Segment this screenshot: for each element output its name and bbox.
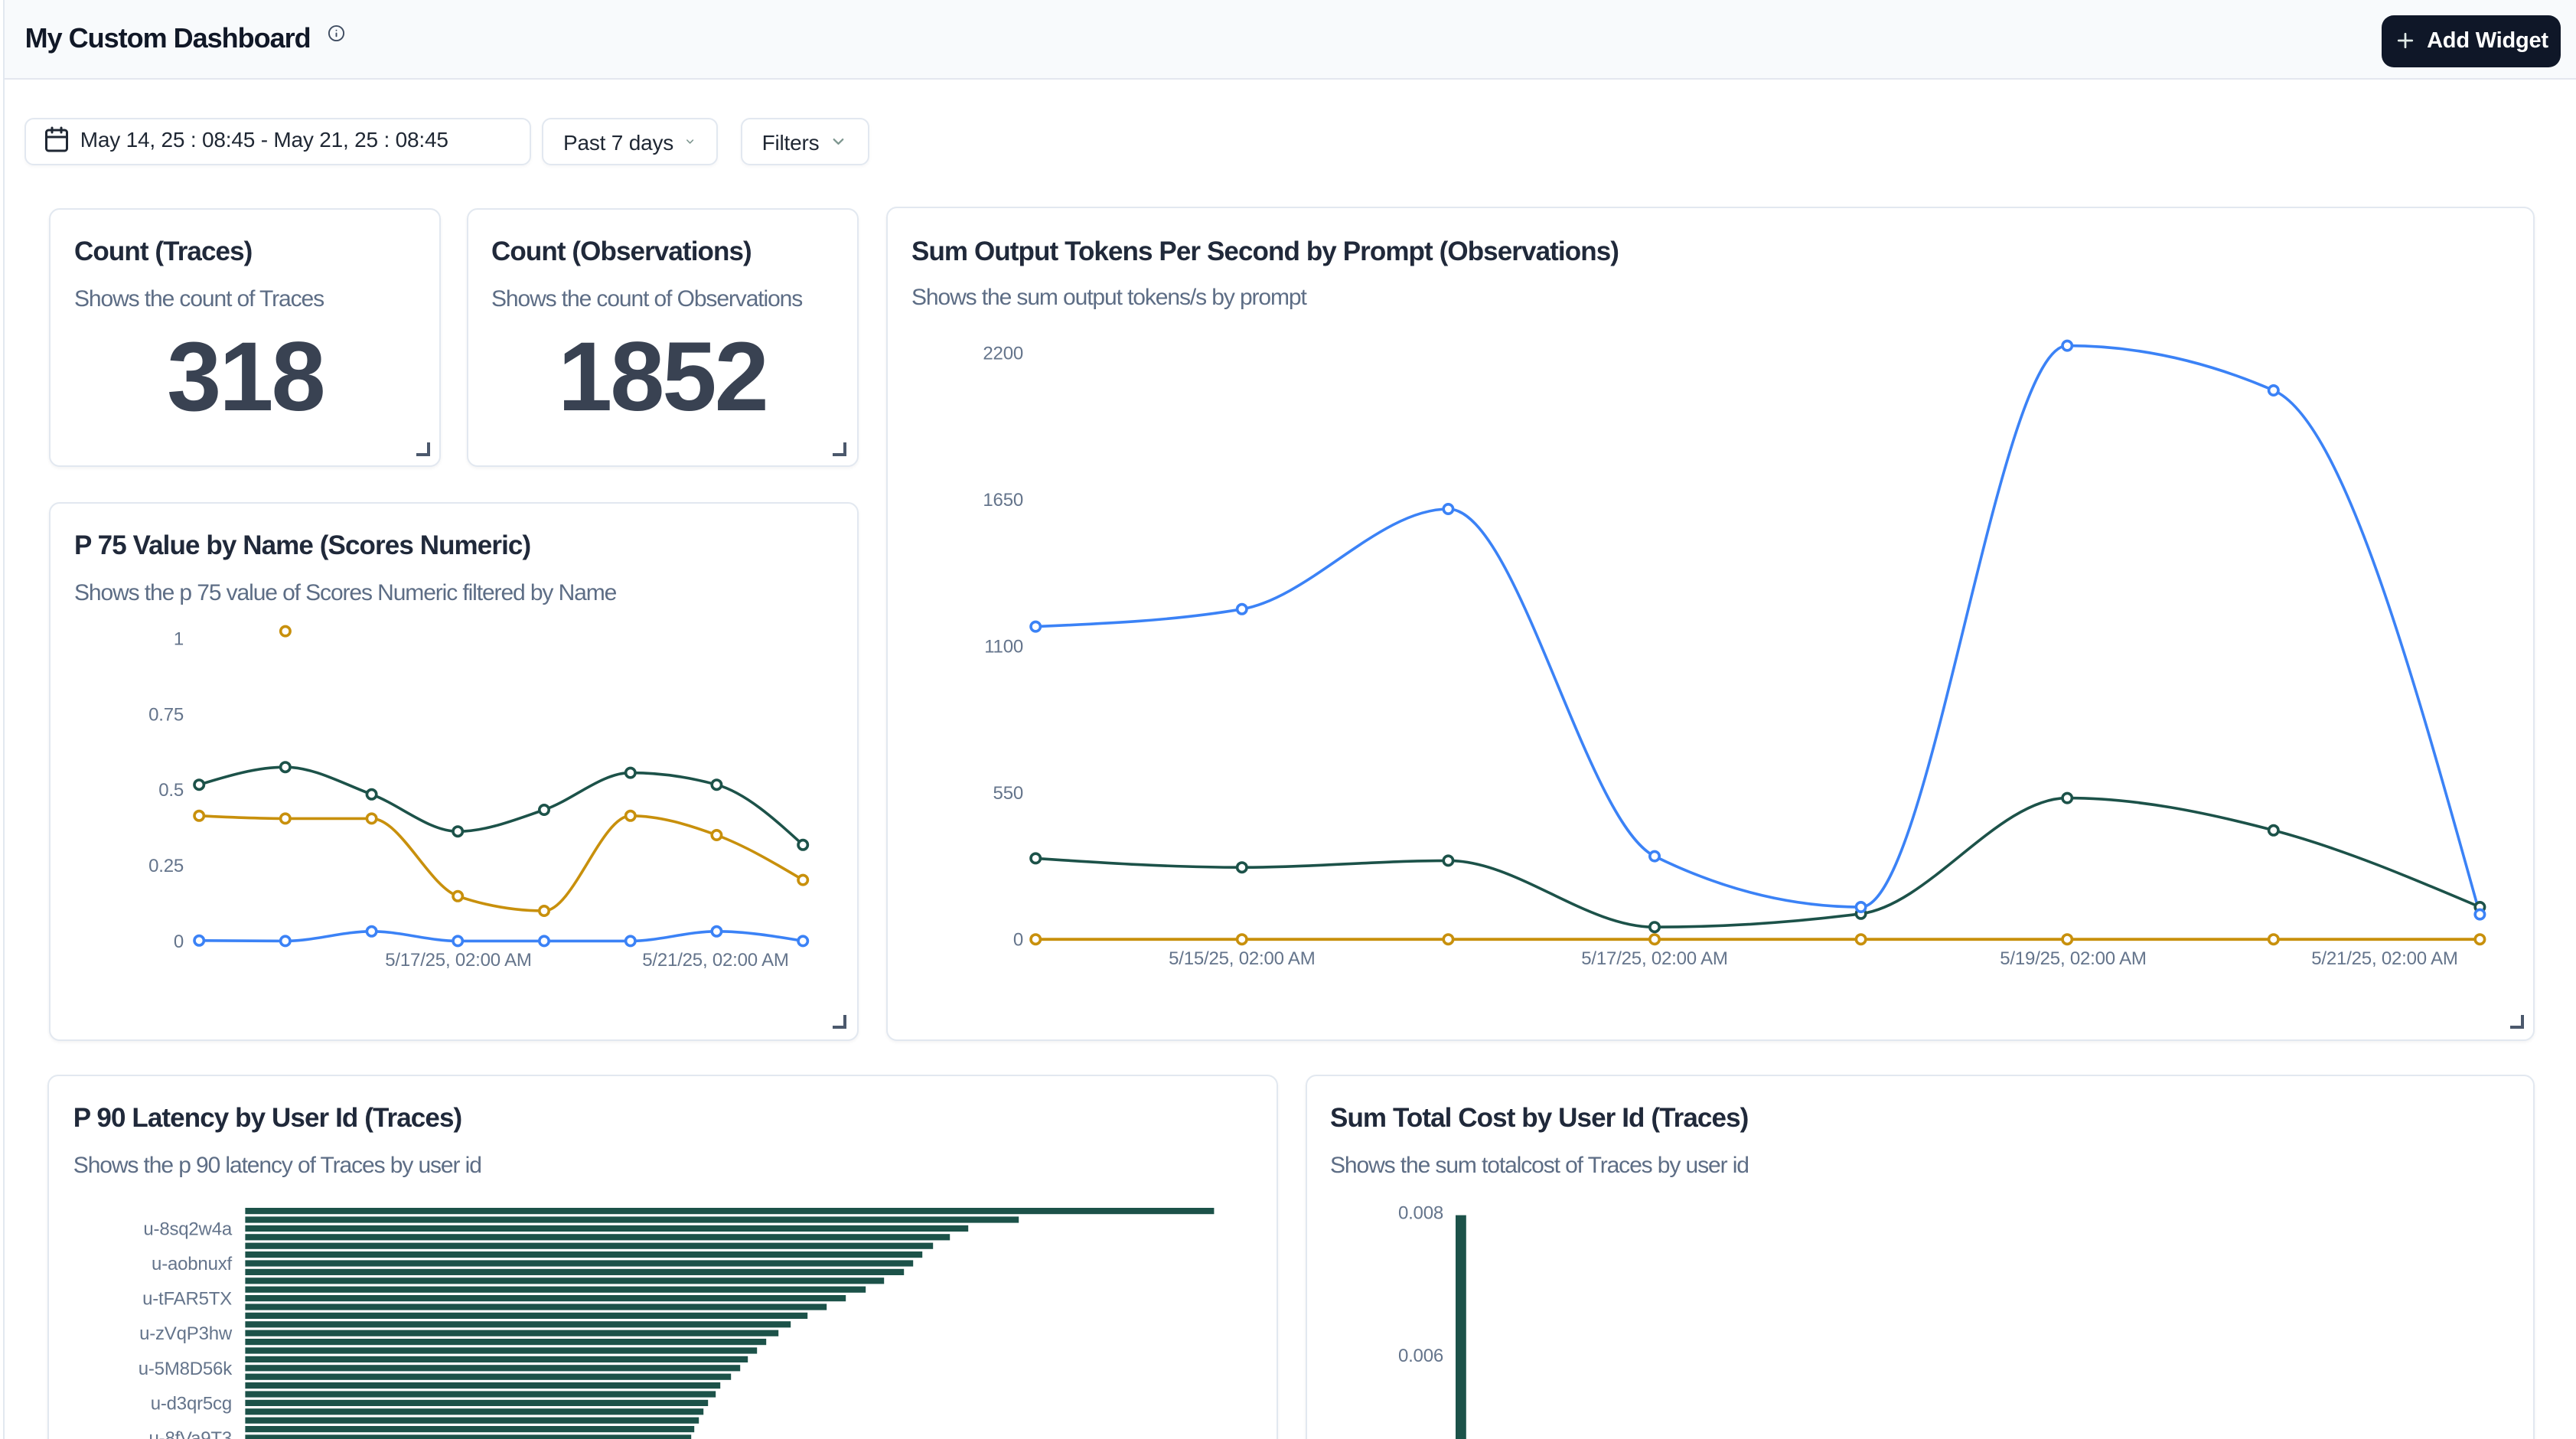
svg-text:5/21/25, 02:00 AM: 5/21/25, 02:00 AM — [642, 950, 788, 971]
svg-text:u-8fVa9T3: u-8fVa9T3 — [149, 1428, 233, 1439]
svg-text:0.75: 0.75 — [148, 704, 184, 725]
svg-text:550: 550 — [993, 784, 1023, 804]
svg-text:0: 0 — [1013, 930, 1023, 951]
svg-text:5/17/25, 02:00 AM: 5/17/25, 02:00 AM — [385, 950, 531, 971]
svg-text:5/21/25, 02:00 AM: 5/21/25, 02:00 AM — [2311, 949, 2457, 970]
svg-text:u-aobnuxf: u-aobnuxf — [152, 1254, 233, 1274]
svg-text:0.25: 0.25 — [148, 856, 184, 876]
svg-text:2200: 2200 — [983, 344, 1023, 364]
svg-text:1100: 1100 — [984, 637, 1023, 658]
svg-text:5/17/25, 02:00 AM: 5/17/25, 02:00 AM — [1581, 949, 1727, 970]
svg-text:0.008: 0.008 — [1397, 1202, 1443, 1223]
svg-text:5/15/25, 02:00 AM: 5/15/25, 02:00 AM — [1169, 949, 1315, 970]
svg-text:u-tFAR5TX: u-tFAR5TX — [143, 1288, 233, 1309]
svg-text:5/19/25, 02:00 AM: 5/19/25, 02:00 AM — [2000, 949, 2146, 970]
svg-text:0.006: 0.006 — [1397, 1346, 1443, 1366]
svg-text:0.5: 0.5 — [158, 780, 184, 801]
svg-text:1650: 1650 — [983, 491, 1023, 511]
svg-text:u-8sq2w4a: u-8sq2w4a — [144, 1219, 233, 1239]
svg-text:u-d3qr5cg: u-d3qr5cg — [152, 1393, 233, 1414]
svg-text:u-5M8D56k: u-5M8D56k — [139, 1358, 233, 1379]
svg-text:0: 0 — [174, 932, 184, 952]
svg-text:u-zVqP3hw: u-zVqP3hw — [140, 1323, 233, 1344]
svg-text:1: 1 — [174, 628, 184, 649]
